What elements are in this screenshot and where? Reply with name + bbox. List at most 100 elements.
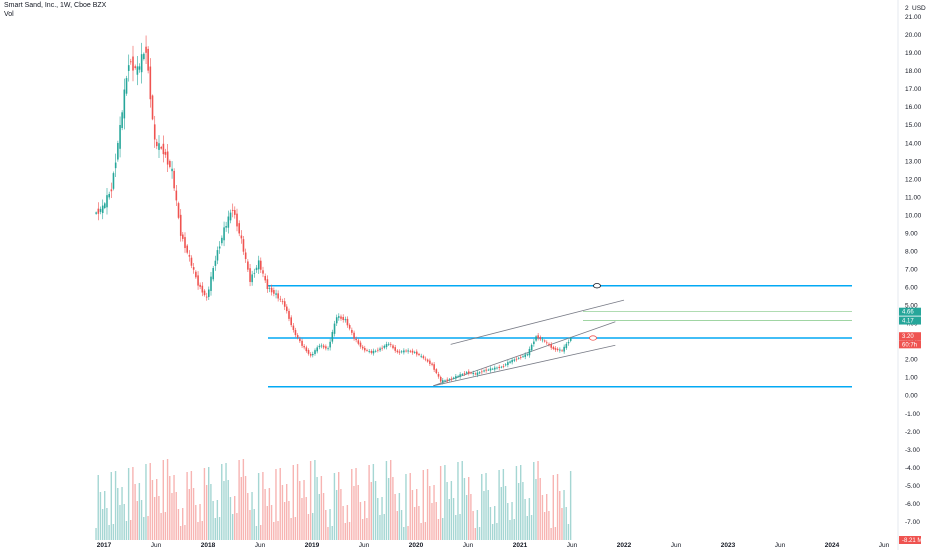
trend-line	[450, 299, 625, 345]
volume-bar	[567, 524, 570, 540]
volume-bar	[264, 489, 266, 540]
candle-body	[398, 351, 401, 353]
candle-body	[203, 290, 206, 296]
volume-bar	[143, 517, 145, 540]
volume-bar	[383, 514, 385, 540]
candle-body	[520, 357, 522, 358]
x-tick-label: Jun	[359, 542, 370, 549]
candle-body	[377, 349, 379, 351]
volume-bar	[197, 522, 199, 540]
volume-bar	[175, 492, 177, 540]
volume-bar	[247, 493, 249, 540]
candle-body	[390, 344, 392, 346]
candle-body	[296, 335, 299, 338]
volume-bar	[262, 472, 264, 540]
candle-body	[491, 368, 494, 370]
candle-body	[143, 53, 145, 60]
candle-body	[483, 370, 485, 372]
volume-bar	[125, 521, 128, 540]
candle-body	[320, 345, 323, 347]
candle-body	[565, 343, 568, 349]
volume-bar	[169, 476, 171, 540]
volume-bar	[517, 483, 520, 540]
candle-body	[338, 316, 340, 318]
candle-body	[268, 288, 271, 290]
price-tags: 4.66 4.17 3.20 60:7h -8.21 M	[589, 283, 922, 544]
volume-bar	[513, 519, 515, 540]
candle-body	[472, 372, 474, 375]
candle-body	[435, 369, 438, 374]
candle-body	[364, 348, 366, 351]
volume-bar	[565, 507, 567, 540]
volume-bar	[359, 502, 362, 540]
volume-bar	[101, 509, 104, 540]
volume-bar	[218, 517, 221, 540]
candle-body	[476, 372, 479, 375]
volume-bar	[452, 498, 455, 540]
volume-bar	[307, 514, 310, 540]
candle-body	[262, 270, 264, 274]
volume-bar	[106, 508, 108, 540]
volume-bar	[398, 493, 401, 540]
candle-body	[221, 237, 223, 244]
volume-bar	[554, 527, 557, 540]
candle-body	[500, 366, 503, 368]
candle-body	[457, 376, 459, 377]
volume-bar	[344, 523, 346, 540]
candle-body	[424, 358, 427, 360]
candle-body	[303, 345, 305, 348]
candle-body	[106, 195, 108, 208]
volume-bar	[279, 468, 281, 540]
volume-bars	[95, 459, 572, 540]
volume-bar	[286, 484, 288, 540]
candle-body	[548, 343, 550, 345]
volume-bar	[368, 465, 370, 540]
candle-body	[452, 377, 455, 379]
candle-body	[541, 339, 544, 341]
volume-bar	[390, 460, 392, 540]
volume-bar	[364, 501, 366, 540]
volume-bar	[429, 486, 431, 540]
volume-bar	[236, 513, 238, 540]
volume-bar	[214, 518, 216, 540]
candle-body	[251, 274, 253, 283]
volume-bar	[387, 478, 390, 540]
candle-body	[244, 252, 247, 260]
y-tick-label: 14.00	[905, 140, 922, 147]
volume-bar	[182, 508, 184, 540]
candle-body	[257, 260, 260, 270]
volume-bar	[468, 477, 470, 540]
volume-bar	[210, 484, 212, 540]
candle-body	[156, 141, 158, 147]
candle-body	[396, 350, 399, 353]
candle-body	[422, 356, 425, 359]
volume-bar	[127, 468, 130, 540]
candle-body	[567, 341, 570, 344]
candle-body	[162, 143, 165, 155]
candle-body	[279, 298, 282, 300]
volume-bar	[255, 526, 258, 540]
candle-body	[242, 239, 245, 252]
volume-bar	[190, 471, 193, 540]
candle-body	[511, 359, 513, 363]
candle-body	[294, 329, 297, 336]
volume-bar	[494, 506, 496, 540]
volume-bar	[370, 482, 372, 540]
candle-body	[530, 344, 533, 351]
candle-body	[413, 352, 416, 353]
candle-body	[509, 361, 511, 363]
candle-body	[537, 335, 539, 339]
volume-bar	[543, 512, 546, 540]
candle-body	[171, 168, 173, 172]
volume-bar	[203, 468, 206, 540]
candle-body	[361, 346, 364, 349]
volume-bar	[99, 492, 102, 540]
volume-bar	[320, 476, 323, 540]
volume-bar	[472, 511, 474, 540]
candle-body	[247, 261, 249, 270]
volume-bar	[240, 477, 242, 540]
volume-bar	[296, 464, 299, 540]
candle-body	[201, 285, 204, 293]
volume-bar	[199, 504, 201, 540]
